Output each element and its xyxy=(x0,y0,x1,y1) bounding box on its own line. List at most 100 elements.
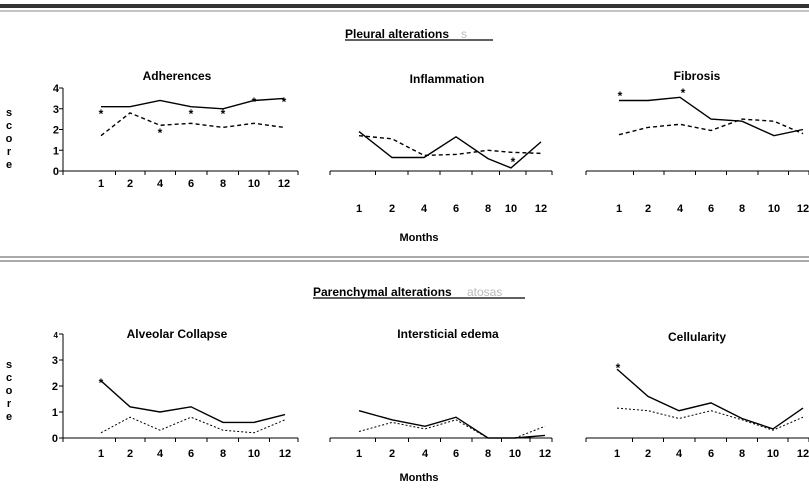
significance-asterisk: * xyxy=(252,95,257,109)
x-tick-label: 12 xyxy=(278,178,290,190)
y-tick-label: 1 xyxy=(53,145,59,157)
significance-asterisk: * xyxy=(189,107,194,121)
series-line-dashed xyxy=(618,118,804,136)
chart-title: Cellularity xyxy=(668,330,726,344)
months-label-top: Months xyxy=(399,232,438,244)
x-tick-label: 4 xyxy=(676,448,683,460)
x-tick-label: 2 xyxy=(389,448,395,460)
x-tick-label: 8 xyxy=(739,448,745,460)
series-line-solid xyxy=(101,97,285,110)
x-tick-label: 12 xyxy=(797,448,809,460)
section-title-pleural-ghost: s xyxy=(461,27,467,41)
significance-asterisk: * xyxy=(221,107,226,121)
chart-title: Adherences xyxy=(143,69,212,83)
series-line-dashed xyxy=(100,112,285,137)
y-tick-label: 0 xyxy=(52,433,58,445)
x-tick-label: 1 xyxy=(614,448,620,460)
y-tick-label: 2 xyxy=(53,125,59,137)
score-label-letter: r xyxy=(7,146,12,158)
series-line-dotted xyxy=(616,407,804,431)
x-tick-label: 6 xyxy=(453,203,459,215)
x-tick-label: 1 xyxy=(98,178,104,190)
y-tick-label: 3 xyxy=(52,355,58,367)
series-line-solid xyxy=(358,131,542,169)
significance-asterisk: * xyxy=(99,107,104,121)
y-tick-label: 0 xyxy=(53,166,59,178)
score-label-letter: s xyxy=(6,359,12,371)
significance-asterisk: * xyxy=(511,155,516,169)
score-label-letter: e xyxy=(6,159,12,171)
x-tick-label: 8 xyxy=(220,178,226,190)
x-tick-label: 8 xyxy=(485,448,491,460)
x-tick-label: 10 xyxy=(505,203,517,215)
x-tick-label: 12 xyxy=(535,203,547,215)
significance-asterisk: * xyxy=(158,126,163,140)
x-tick-label: 6 xyxy=(188,178,194,190)
score-label-letter: c xyxy=(6,120,12,132)
x-tick-label: 6 xyxy=(453,448,459,460)
x-tick-label: 8 xyxy=(485,203,491,215)
score-label-letter: c xyxy=(6,372,12,384)
chart-title: Fibrosis xyxy=(674,69,721,83)
significance-asterisk: * xyxy=(282,95,287,109)
x-tick-label: 10 xyxy=(248,178,260,190)
series-line-dotted xyxy=(100,416,286,434)
significance-asterisk: * xyxy=(618,89,623,103)
x-tick-label: 12 xyxy=(539,448,551,460)
score-label-letter: o xyxy=(6,385,13,397)
significance-asterisk: * xyxy=(99,376,104,390)
months-label-bottom: Months xyxy=(399,472,438,484)
x-tick-label: 6 xyxy=(708,448,714,460)
x-tick-label: 1 xyxy=(356,448,362,460)
score-label-letter: s xyxy=(6,107,12,119)
x-tick-label: 2 xyxy=(645,203,651,215)
y-tick-label: 4 xyxy=(54,331,59,340)
chart-title: Intersticial edema xyxy=(397,327,499,341)
significance-asterisk: * xyxy=(616,361,621,375)
x-tick-label: 2 xyxy=(389,203,395,215)
chart-title: Inflammation xyxy=(410,72,485,86)
x-tick-label: 10 xyxy=(509,448,521,460)
significance-asterisk: * xyxy=(681,86,686,100)
x-tick-label: 2 xyxy=(645,448,651,460)
x-tick-label: 2 xyxy=(127,448,133,460)
x-tick-label: 6 xyxy=(708,203,714,215)
y-tick-label: 1 xyxy=(52,407,58,419)
x-tick-label: 2 xyxy=(127,178,133,190)
x-tick-label: 10 xyxy=(768,203,780,215)
x-tick-label: 8 xyxy=(739,203,745,215)
x-tick-label: 4 xyxy=(421,203,428,215)
x-tick-label: 4 xyxy=(422,448,429,460)
series-line-dashed xyxy=(358,135,542,157)
section-title-parenchymal-ghost: atosas xyxy=(467,285,502,299)
series-line-solid xyxy=(616,368,804,430)
score-label-letter: e xyxy=(6,411,12,423)
x-tick-label: 8 xyxy=(220,448,226,460)
x-tick-label: 10 xyxy=(767,448,779,460)
chart-title: Alveolar Collapse xyxy=(127,327,228,341)
series-line-solid xyxy=(100,380,286,424)
section-title-pleural: Pleural alterations xyxy=(345,27,449,41)
series-line-solid xyxy=(358,410,546,439)
section-title-parenchymal: Parenchymal alterations xyxy=(313,285,452,299)
y-tick-label: 3 xyxy=(53,104,59,116)
score-label-letter: o xyxy=(6,133,13,145)
x-tick-label: 4 xyxy=(157,448,164,460)
series-line-solid xyxy=(619,96,804,137)
x-tick-label: 12 xyxy=(279,448,291,460)
y-tick-label: 2 xyxy=(52,381,58,393)
x-tick-label: 1 xyxy=(98,448,104,460)
x-tick-label: 6 xyxy=(188,448,194,460)
x-tick-label: 4 xyxy=(157,178,164,190)
score-label-letter: r xyxy=(7,398,12,410)
series-line-dotted xyxy=(358,419,546,439)
